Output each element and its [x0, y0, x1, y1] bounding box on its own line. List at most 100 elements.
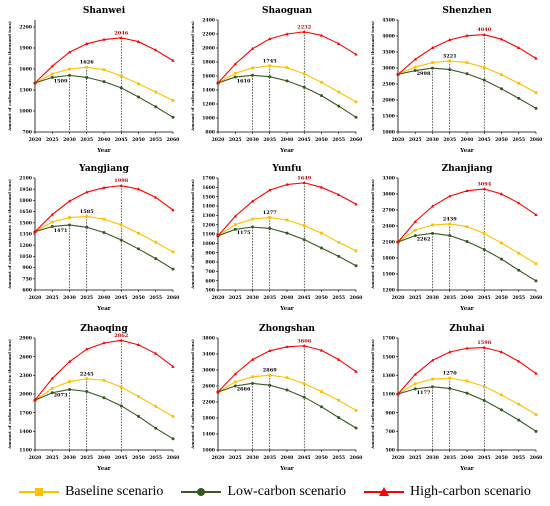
chart-9-ytick-label: 500 [385, 448, 395, 454]
chart-7-ytick-label: 2900 [19, 336, 32, 342]
chart-7-point-low [171, 437, 175, 441]
chart-3-point-baseline [431, 61, 434, 64]
chart-3-point-baseline [534, 91, 538, 95]
chart-3-point-low [517, 96, 521, 100]
chart-2-point-baseline [320, 80, 323, 84]
chart-5-point-baseline [268, 216, 272, 219]
chart-6-xtick-label: 2045 [478, 295, 491, 301]
chart-6-point-low [413, 234, 417, 238]
chart-6-point-baseline [482, 232, 486, 235]
chart-8-xtick-label: 2020 [212, 455, 225, 461]
chart-8-xtick-label: 2035 [263, 455, 276, 461]
chart-9-annotation-low: 1177 [417, 390, 431, 396]
chart-9-point-baseline [431, 377, 434, 381]
chart-2-point-baseline [233, 71, 237, 75]
chart-8-point-baseline [302, 382, 306, 385]
chart-1-point-low [102, 80, 106, 84]
chart-4-ytick-label: 600 [22, 288, 32, 294]
chart-3-point-low [482, 78, 486, 82]
chart-8-point-low [320, 405, 323, 409]
chart-4-ytick-label: 1050 [19, 254, 32, 260]
chart-9-point-baseline [517, 402, 521, 406]
chart-9-point-low [413, 387, 417, 391]
chart-3-xtick-label: 2020 [392, 137, 405, 143]
chart-6-xtick-label: 2055 [512, 295, 525, 301]
legend-baseline-swatch [19, 488, 60, 496]
chart-8-xtick-label: 2040 [281, 455, 294, 461]
chart-7-point-low [137, 414, 140, 418]
chart-6-xtick-label: 2040 [461, 295, 474, 301]
chart-3-point-low [465, 72, 469, 76]
chart-4-point-high [136, 187, 141, 191]
chart-1-point-low [85, 75, 89, 79]
chart-1-annotation-high: 2046 [114, 30, 128, 36]
chart-1-point-high [33, 81, 37, 85]
chart-9-point-baseline [448, 376, 452, 380]
chart-9-point-high [413, 372, 417, 376]
chart-7-xtick-label: 2040 [98, 455, 111, 461]
chart-5-point-low [268, 226, 272, 230]
chart-7-point-baseline [102, 378, 106, 382]
chart-3-point-high [499, 37, 504, 41]
chart-8-ylabel: Amount of carbon emissions (ten thousand… [190, 339, 195, 450]
chart-9-xlabel: Year [459, 466, 474, 472]
chart-8-ytick-label: 2200 [202, 400, 215, 406]
chart-8-xtick-label: 2055 [332, 455, 345, 461]
chart-9-ylabel: Amount of carbon emissions (ten thousand… [370, 339, 375, 450]
chart-9-xtick-label: 2035 [443, 455, 456, 461]
chart-3-point-low [413, 69, 417, 73]
chart-9-point-baseline [534, 413, 538, 416]
chart-6-point-high [430, 204, 435, 208]
chart-1-xtick-label: 2040 [98, 137, 111, 143]
chart-3-point-low [431, 66, 434, 70]
chart-1-point-low [119, 86, 123, 90]
chart-2-ytick-label: 800 [205, 130, 215, 136]
chart-5-point-low [354, 264, 358, 268]
chart-7-point-high [50, 376, 54, 380]
chart-2-point-high [302, 29, 306, 33]
chart-6-xtick-label: 2035 [443, 295, 456, 301]
chart-1-point-baseline [102, 68, 106, 72]
chart-5-series-high-line [217, 182, 357, 237]
chart-5-ytick-label: 1600 [202, 185, 215, 191]
chart-7-ytick-label: 2000 [19, 392, 32, 398]
chart-9-series-baseline-line [397, 377, 537, 416]
chart-2-xtick-label: 2050 [315, 137, 328, 143]
legend-item-high: High-carbon scenario [364, 484, 531, 500]
chart-3-point-high [534, 56, 538, 60]
chart-4-point-baseline [50, 220, 54, 224]
chart-2-ytick-label: 1400 [202, 88, 215, 94]
chart-2-xtick-label: 2035 [263, 137, 276, 143]
chart-1-point-low [68, 73, 71, 77]
chart-8-point-baseline [320, 390, 323, 393]
chart-4-series-baseline-line [34, 215, 174, 253]
chart-6-point-baseline [534, 262, 538, 266]
chart-2-annotation-baseline: 1745 [263, 58, 277, 64]
chart-3-point-high [430, 46, 435, 50]
chart-3-xtick-label: 2055 [512, 137, 525, 143]
chart-2-series-high-line [217, 31, 357, 84]
chart-7-ylabel: Amount of carbon emissions (ten thousand… [7, 339, 12, 450]
chart-6-point-baseline [413, 228, 417, 232]
chart-9-xtick-label: 2060 [530, 455, 543, 461]
chart-6-point-high [413, 219, 417, 223]
chart-8-point-baseline [251, 375, 254, 379]
chart-8-ytick-label: 3000 [202, 368, 215, 374]
chart-8-ytick-label: 1400 [202, 432, 215, 438]
chart-6-point-low [517, 268, 521, 272]
chart-7-point-low [50, 391, 54, 395]
chart-7-xlabel: Year [96, 466, 111, 472]
chart-6-point-low [500, 257, 503, 261]
chart-8-annotation-baseline: 2869 [263, 368, 277, 374]
chart-3-point-baseline [465, 61, 469, 64]
chart-5-point-baseline [285, 218, 289, 222]
chart-9-ytick-label: 1500 [382, 354, 395, 360]
chart-6-ytick-label: 2700 [382, 208, 395, 214]
chart-9-ytick-label: 1300 [382, 373, 395, 379]
chart-2-ytick-label: 2200 [202, 32, 215, 38]
chart-5-xtick-label: 2045 [298, 295, 311, 301]
chart-2-point-high [216, 81, 220, 85]
chart-3-xtick-label: 2045 [478, 137, 491, 143]
chart-7-point-low [154, 426, 158, 430]
